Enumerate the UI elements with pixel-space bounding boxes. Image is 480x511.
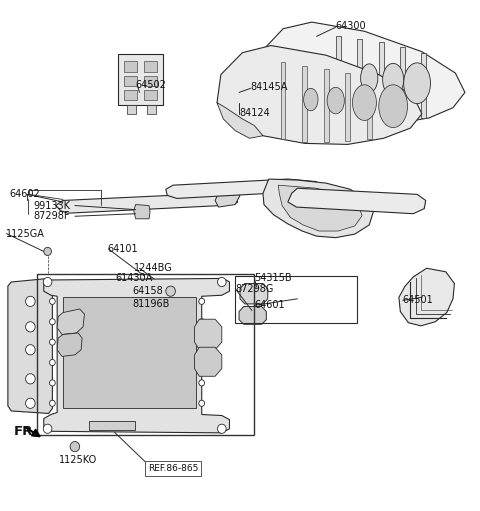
Circle shape (199, 380, 204, 386)
Circle shape (25, 374, 35, 384)
Text: 84124: 84124 (239, 108, 270, 118)
Ellipse shape (404, 63, 431, 104)
Polygon shape (263, 179, 374, 238)
Polygon shape (421, 53, 426, 118)
Polygon shape (57, 333, 82, 356)
Text: 1125KO: 1125KO (59, 455, 97, 466)
Polygon shape (357, 39, 362, 121)
Polygon shape (367, 77, 372, 140)
Ellipse shape (327, 87, 344, 114)
Polygon shape (281, 62, 286, 140)
Polygon shape (194, 319, 222, 350)
Text: 61430A: 61430A (116, 273, 153, 284)
Polygon shape (44, 278, 229, 433)
Circle shape (217, 277, 226, 287)
Circle shape (49, 339, 55, 345)
Polygon shape (8, 278, 52, 413)
Polygon shape (124, 90, 137, 100)
Circle shape (25, 398, 35, 408)
Circle shape (199, 400, 204, 406)
Circle shape (49, 359, 55, 365)
Text: 99133K: 99133K (33, 200, 70, 211)
Polygon shape (324, 69, 328, 142)
Bar (36, 274, 254, 435)
Circle shape (49, 298, 55, 305)
Polygon shape (134, 204, 150, 219)
Circle shape (43, 277, 52, 287)
Polygon shape (278, 185, 362, 231)
Circle shape (199, 298, 204, 305)
Polygon shape (345, 73, 350, 142)
Ellipse shape (383, 63, 404, 96)
Polygon shape (215, 192, 240, 207)
Ellipse shape (304, 88, 318, 111)
Circle shape (25, 322, 35, 332)
Text: 1244BG: 1244BG (134, 263, 172, 273)
Polygon shape (118, 54, 163, 105)
Circle shape (25, 345, 35, 355)
Text: 64602: 64602 (9, 190, 40, 199)
Text: 81196B: 81196B (132, 299, 170, 309)
Circle shape (70, 442, 80, 452)
Circle shape (49, 400, 55, 406)
Polygon shape (89, 421, 135, 430)
Circle shape (43, 424, 52, 433)
Text: 54315B: 54315B (254, 273, 292, 284)
Polygon shape (302, 66, 307, 142)
Polygon shape (124, 76, 137, 86)
Polygon shape (166, 179, 317, 198)
Text: 87298F: 87298F (33, 211, 70, 221)
Polygon shape (124, 61, 137, 72)
Circle shape (166, 286, 175, 296)
Circle shape (199, 339, 204, 345)
Text: 64502: 64502 (136, 80, 167, 90)
Text: 64101: 64101 (107, 244, 138, 254)
Polygon shape (194, 347, 222, 376)
Text: FR.: FR. (14, 425, 39, 438)
Text: 64300: 64300 (336, 21, 366, 31)
Ellipse shape (379, 85, 408, 128)
Polygon shape (259, 22, 465, 124)
Circle shape (199, 319, 204, 325)
Text: 1125GA: 1125GA (6, 228, 45, 239)
Circle shape (199, 359, 204, 365)
Bar (63, 297, 196, 408)
Polygon shape (147, 105, 156, 114)
Polygon shape (57, 309, 84, 335)
Circle shape (25, 296, 35, 307)
Polygon shape (379, 42, 384, 122)
Polygon shape (217, 45, 422, 145)
Polygon shape (240, 284, 268, 304)
Polygon shape (56, 193, 238, 213)
Polygon shape (239, 307, 266, 324)
Text: 64501: 64501 (403, 295, 433, 306)
Text: REF.86-865: REF.86-865 (148, 464, 199, 473)
Circle shape (49, 319, 55, 325)
Polygon shape (288, 188, 426, 214)
Polygon shape (336, 36, 340, 117)
Circle shape (44, 247, 51, 256)
Polygon shape (144, 76, 157, 86)
Polygon shape (217, 103, 263, 138)
Text: 84145A: 84145A (251, 82, 288, 92)
Polygon shape (144, 61, 157, 72)
Polygon shape (144, 90, 157, 100)
Text: 64158: 64158 (132, 286, 163, 296)
Polygon shape (127, 105, 136, 114)
Ellipse shape (360, 64, 378, 92)
Circle shape (49, 380, 55, 386)
Circle shape (217, 424, 226, 433)
Text: 87298G: 87298G (235, 284, 274, 294)
Ellipse shape (352, 85, 376, 121)
Polygon shape (399, 268, 455, 326)
Polygon shape (400, 47, 405, 121)
Text: 64601: 64601 (254, 300, 285, 311)
